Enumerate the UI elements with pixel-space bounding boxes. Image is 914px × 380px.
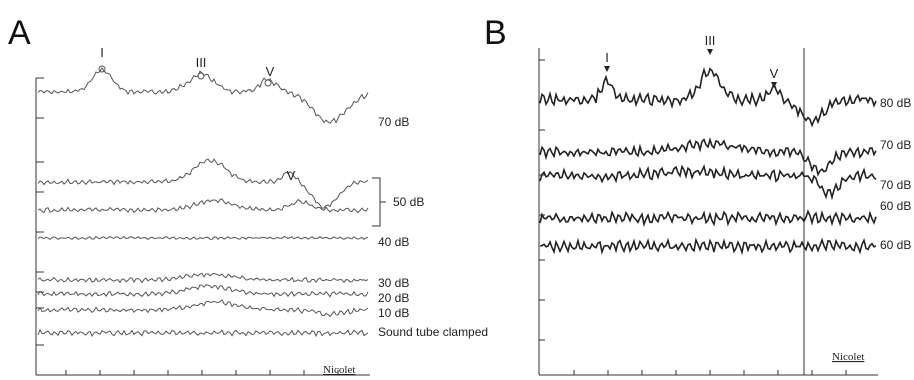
panel-a-label-70db: 70 dB [378, 115, 409, 129]
panel-b-label-70db-a: 70 dB [880, 138, 911, 152]
panel-a-trace2-peak-v: V [287, 168, 296, 183]
panel-a-label-clamped: Sound tube clamped [378, 325, 488, 339]
panel-letter-a: A [8, 14, 31, 52]
panel-a-label-20db: 20 dB [378, 291, 409, 305]
panel-letter-b: B [484, 14, 507, 52]
panel-a-ticks [36, 77, 339, 375]
panel-a-50db-bracket [372, 177, 386, 227]
panel-a-label-50db: 50 dB [393, 195, 424, 209]
panel-a-peak-iii-marker [197, 72, 205, 80]
panel-a-trace-line [37, 299, 369, 318]
panel-a-trace-line [37, 66, 369, 124]
panel-b-label-80db: 80 dB [880, 96, 911, 110]
panel-b-peak-arrows [604, 49, 777, 88]
panel-a-trace-line [37, 235, 369, 241]
panel-a-trace-line [37, 198, 369, 214]
panel-b-trace-line [539, 66, 877, 128]
panel-b-peak-v: V [770, 66, 779, 81]
panel-b-trace-line [539, 137, 877, 177]
panel-b-label-60db-a: 60 dB [880, 199, 911, 213]
panel-a-label-40db: 40 dB [378, 235, 409, 249]
panel-b-label-60db-b: 60 dB [880, 238, 911, 252]
panel-b-trace-line [539, 164, 877, 201]
panel-b-peak-iii: III [705, 33, 716, 48]
panel-a-brand: Nicolet [323, 364, 355, 376]
panel-a-trace-line [37, 284, 369, 298]
panel-b-trace-line [539, 237, 877, 256]
panel-a-trace-line [37, 272, 369, 284]
panel-a-peak-v-marker [264, 79, 272, 87]
panel-a-peak-i: I [100, 45, 104, 60]
panel-a-trace-line [37, 158, 369, 209]
panel-b-trace-line [539, 209, 877, 228]
panel-a-label-30db: 30 dB [378, 276, 409, 290]
panel-a-peak-v: V [266, 64, 275, 79]
panel-b-traces [539, 66, 877, 256]
panel-a-label-10db: 10 dB [378, 306, 409, 320]
panel-a-peak-iii: III [196, 55, 207, 70]
panel-b-label-70db-b: 70 dB [880, 178, 911, 192]
panel-b-brand: Nicolet [832, 351, 864, 363]
panel-a-trace-line [37, 328, 369, 338]
panel-b: B I III V 80 dB 70 dB 70 dB 60 dB 60 dB … [484, 14, 911, 376]
panel-a-traces [37, 66, 369, 338]
panel-a-peak-i-marker [98, 65, 106, 73]
panel-a: A I III V V 70 dB 50 dB 40 dB 30 dB 20 d… [8, 14, 488, 376]
panel-b-peak-i: I [605, 50, 609, 65]
panel-b-ticks [539, 59, 847, 375]
